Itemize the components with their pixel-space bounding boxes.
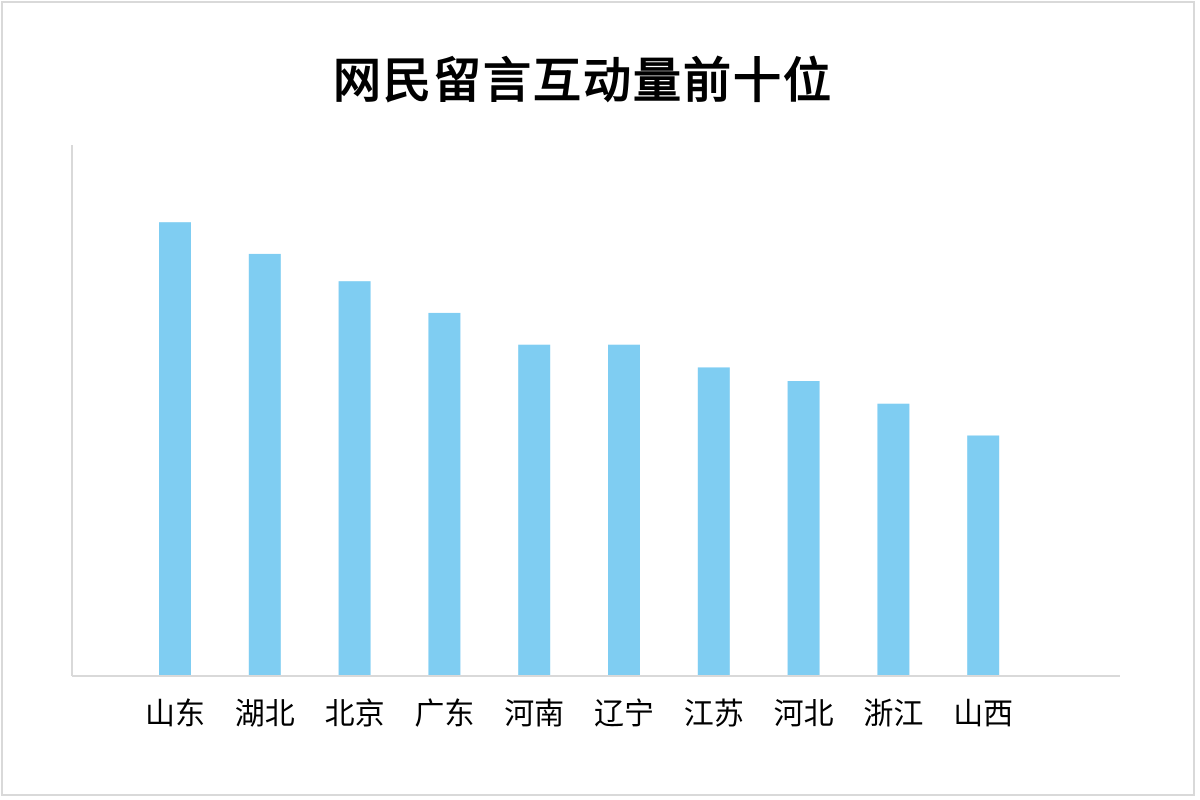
x-tick-label: 辽宁 — [594, 697, 654, 732]
x-tick-label: 浙江 — [863, 697, 923, 732]
x-tick-label: 山东 — [145, 697, 205, 732]
bar-5 — [608, 344, 640, 676]
bar-3 — [428, 312, 461, 676]
bar-2 — [338, 281, 371, 676]
x-tick-label: 湖北 — [235, 697, 295, 732]
x-tick-label: 江苏 — [684, 697, 744, 732]
x-tick-labels: 山东 湖北 北京 广东 河南 辽宁 江苏 河北 浙江 山西 — [145, 697, 1013, 732]
bar-7 — [787, 381, 820, 676]
bar-6 — [697, 367, 730, 676]
bars-group — [159, 222, 1000, 676]
x-tick-label: 河南 — [504, 697, 564, 732]
x-tick-label: 山西 — [953, 697, 1013, 732]
bar-0 — [159, 222, 191, 676]
bar-4 — [518, 344, 551, 676]
bar-1 — [248, 253, 281, 676]
bar-8 — [877, 403, 910, 676]
x-tick-label: 河北 — [774, 697, 834, 732]
bar-9 — [967, 435, 1000, 676]
chart-title: 网民留言互动量前十位 — [332, 53, 833, 109]
x-tick-label: 广东 — [414, 697, 474, 732]
x-tick-label: 北京 — [325, 697, 385, 732]
